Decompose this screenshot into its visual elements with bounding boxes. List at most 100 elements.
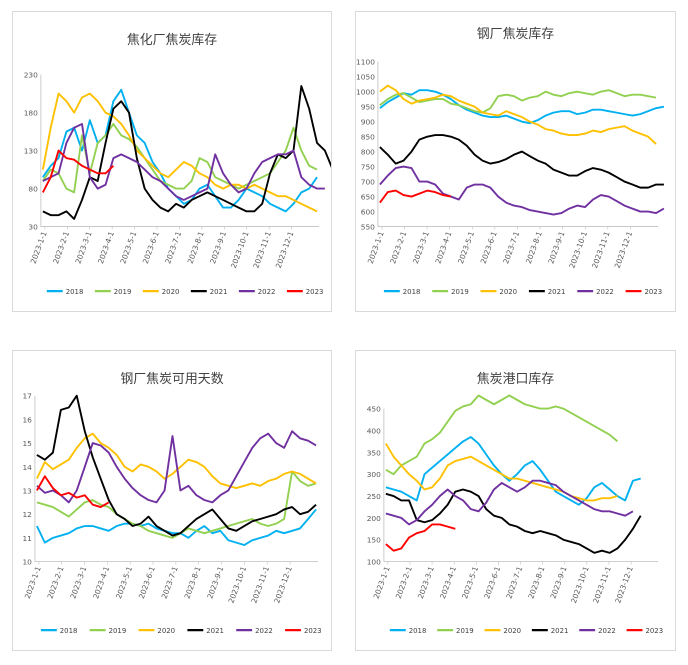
y-tick-label: 700 (361, 178, 375, 187)
legend-label: 2020 (499, 288, 517, 296)
y-tick-label: 13 (22, 486, 32, 495)
series-line-2019 (385, 394, 619, 476)
chart-panel-steel-mill-coke-inventory: 钢厂焦炭库存 550 600 650 700 750 800 850 900 950 1000 105… (355, 11, 676, 312)
legend-label: 2022 (258, 288, 276, 296)
series-line-2022 (385, 479, 634, 526)
x-tick-label: 2023-1-1 (29, 230, 49, 265)
y-tick-label: 800 (361, 148, 375, 157)
x-tick-label: 2023-12-1 (613, 565, 635, 605)
y-tick-label: 400 (367, 426, 381, 435)
series-line-2019 (36, 470, 317, 539)
series-line-2021 (379, 134, 664, 189)
y-tick-label: 17 (22, 392, 32, 401)
y-tick-label: 600 (361, 208, 375, 217)
legend-label: 2020 (157, 627, 175, 635)
y-tick-label: 30 (28, 223, 38, 232)
legend-label: 2022 (255, 627, 273, 635)
x-tick-label: 2023-11-1 (590, 230, 612, 270)
y-tick-label: 16 (22, 415, 32, 424)
x-tick-label: 2023-5-1 (456, 230, 476, 265)
y-tick-label: 550 (361, 223, 375, 232)
series-line-2022 (42, 123, 325, 201)
legend-label: 2021 (206, 627, 224, 635)
chart-title: 焦炭港口库存 (477, 371, 555, 387)
y-tick-label: 1050 (356, 73, 375, 82)
x-tick-label: 2023-5-1 (114, 565, 134, 600)
x-tick-label: 2023-3-1 (416, 565, 436, 600)
x-tick-label: 2023-8-1 (183, 565, 203, 600)
legend-label: 2020 (162, 288, 180, 296)
y-tick-label: 14 (22, 463, 32, 472)
x-tick-label: 2023-10-1 (227, 565, 249, 605)
x-tick-label: 2023-1-1 (23, 565, 43, 600)
x-tick-label: 2023-2-1 (388, 230, 408, 265)
x-tick-label: 2023-6-1 (141, 230, 161, 265)
y-tick-label: 12 (22, 510, 31, 519)
legend-label: 2021 (210, 288, 228, 296)
legend-label: 2023 (645, 627, 663, 635)
x-tick-label: 2023-10-1 (229, 230, 251, 270)
y-tick-label: 750 (361, 163, 375, 172)
chart-svg-2: 钢厂焦炭库存 550 600 650 700 750 800 850 900 950 1000 105… (356, 26, 665, 296)
y-tick-label: 180 (24, 109, 38, 118)
x-tick-label: 2023-1-1 (366, 230, 386, 265)
y-tick-label: 130 (24, 147, 38, 156)
x-tick-label: 2023-9-1 (546, 230, 566, 265)
x-tick-label: 2023-8-1 (186, 230, 206, 265)
legend-label: 2022 (596, 288, 614, 296)
series-line-2021 (385, 488, 642, 554)
y-tick-label: 11 (22, 534, 32, 543)
x-tick-label: 2023-7-1 (163, 230, 183, 265)
y-tick-label: 100 (367, 558, 381, 567)
chart-panel-coking-plant-coke-inventory: 焦化厂焦炭库存 30 80 130 180 230 2023-1-1 2023-2-1 2023… (12, 11, 332, 312)
series-line-2020 (385, 443, 618, 502)
y-tick-label: 1000 (356, 88, 375, 97)
x-tick-label: 2023-7-1 (160, 565, 180, 600)
legend-label: 2019 (456, 627, 474, 635)
x-tick-label: 2023-12-1 (274, 230, 296, 270)
x-tick-label: 2023-12-1 (613, 230, 635, 270)
x-tick-label: 2023-11-1 (249, 565, 271, 605)
y-tick-label: 230 (24, 71, 38, 80)
x-tick-label: 2023-1-1 (372, 565, 392, 600)
chart-svg-3: 钢厂焦炭可用天数 10 11 12 13 14 15 16 17 2023-1-1 2023-2-1… (22, 372, 322, 635)
x-tick-label: 2023-3-1 (74, 230, 94, 265)
x-tick-label: 2023-10-1 (567, 230, 589, 270)
legend-label: 2018 (60, 627, 78, 635)
x-tick-label: 2023-4-1 (438, 565, 458, 600)
series-line-2020 (41, 92, 318, 213)
x-tick-label: 2023-6-1 (479, 230, 499, 265)
x-tick-label: 2023-8-1 (524, 230, 544, 265)
x-tick-label: 2023-12-1 (272, 565, 294, 605)
x-tick-label: 2023-6-1 (482, 565, 502, 600)
legend-label: 2021 (548, 288, 566, 296)
x-tick-label: 2023-8-1 (526, 565, 546, 600)
legend-label: 2018 (409, 627, 427, 635)
legend-label: 2023 (304, 627, 322, 635)
x-tick-label: 2023-10-1 (569, 565, 591, 605)
chart-panel-steel-mill-coke-days: 钢厂焦炭可用天数 10 11 12 13 14 15 16 17 2023-1-1 2023-2-1… (12, 350, 332, 651)
y-tick-label: 1100 (356, 58, 375, 67)
series-line-2022 (379, 165, 665, 216)
x-tick-label: 2023-7-1 (504, 565, 524, 600)
x-tick-label: 2023-3-1 (68, 565, 88, 600)
y-tick-label: 650 (361, 193, 375, 202)
x-tick-label: 2023-6-1 (137, 565, 157, 600)
y-tick-label: 300 (367, 470, 381, 479)
y-tick-label: 350 (367, 448, 381, 457)
y-tick-label: 450 (367, 405, 381, 414)
chart-panel-coke-port-inventory: 焦炭港口库存 100 150 200 250 300 350 400 450 2023-1-1 20… (355, 350, 676, 651)
series-line-2018 (379, 89, 665, 125)
series-line-2022 (36, 430, 317, 504)
y-tick-label: 950 (361, 103, 375, 112)
y-tick-label: 150 (367, 536, 381, 545)
series-line-2023 (42, 149, 115, 193)
x-tick-label: 2023-3-1 (411, 230, 431, 265)
x-tick-label: 2023-4-1 (91, 565, 111, 600)
x-tick-label: 2023-7-1 (501, 230, 521, 265)
legend-label: 2023 (644, 288, 662, 296)
chart-title: 钢厂焦炭可用天数 (120, 372, 223, 387)
legend-label: 2019 (451, 288, 469, 296)
